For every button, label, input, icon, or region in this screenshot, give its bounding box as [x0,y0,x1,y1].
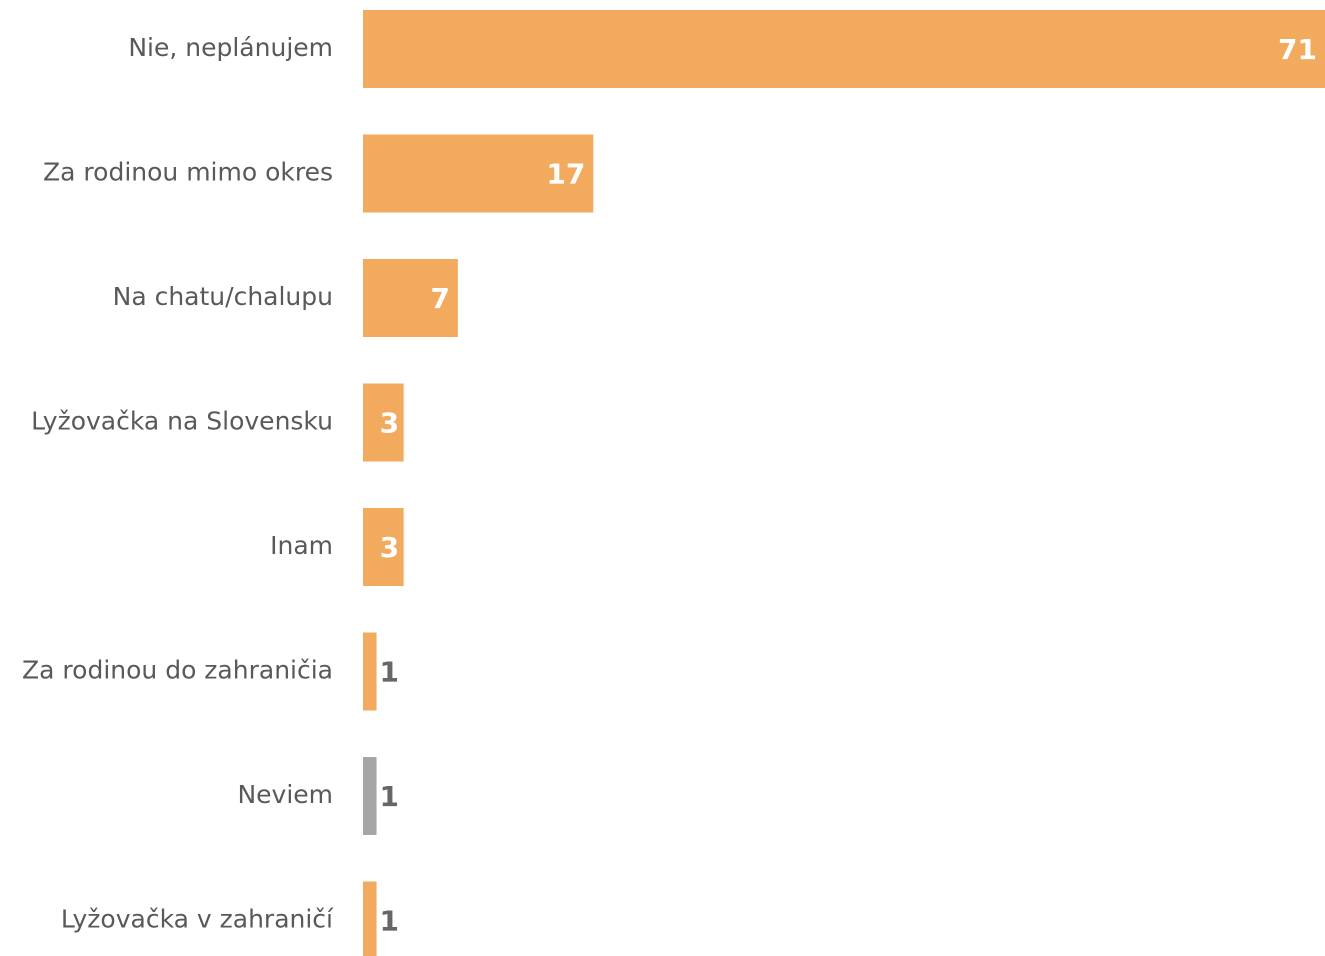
category-label: Lyžovačka v zahraničí [61,905,334,934]
value-label: 71 [1278,33,1317,66]
bar [363,757,377,835]
category-label: Za rodinou mimo okres [43,158,333,187]
value-label: 7 [430,282,449,315]
bar [363,10,1325,88]
value-label: 3 [380,407,399,440]
bar [363,383,404,462]
category-label: Na chatu/chalupu [113,282,333,311]
value-label: 1 [380,656,399,689]
category-label: Neviem [237,780,333,809]
bar [363,259,458,337]
category-label: Inam [270,531,333,560]
bar [363,881,377,956]
category-label: Lyžovačka na Slovensku [31,407,333,436]
category-label: Za rodinou do zahraničia [22,656,333,685]
bar [363,508,404,586]
value-label: 17 [546,158,585,191]
category-label: Nie, neplánujem [128,33,333,62]
value-label: 3 [380,531,399,564]
bar [363,134,594,213]
value-label: 1 [380,905,399,938]
bar [363,632,377,711]
value-label: 1 [380,780,399,813]
